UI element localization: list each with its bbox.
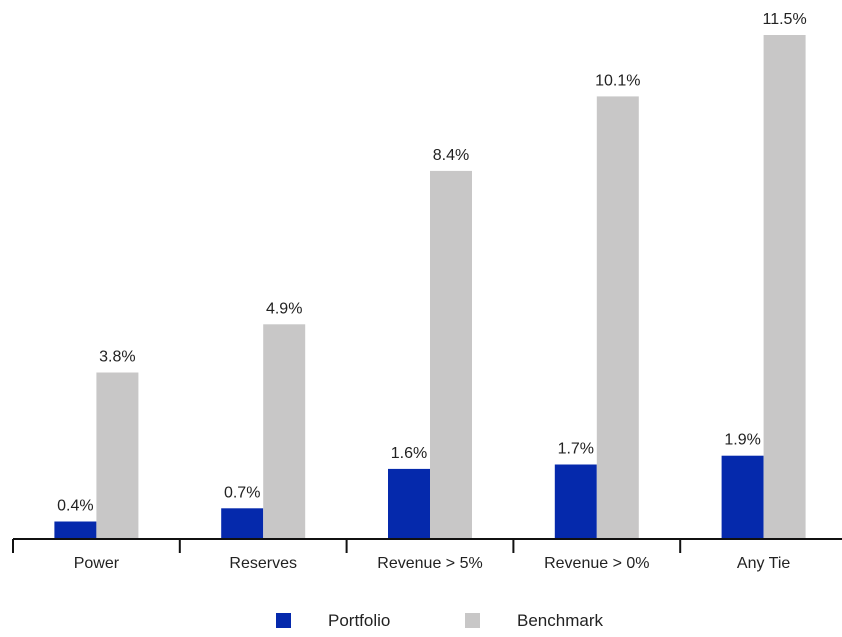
data-label-benchmark-any-tie: 11.5%	[763, 11, 807, 28]
x-axis: Power Reserves Revenue > 5% Revenue > 0% Any…	[12, 538, 842, 572]
bar-portfolio-any-tie	[721, 455, 764, 539]
data-labels-layer: 0.4% 3.8% 0.7% 4.9% 1.6% 8.4% 1.7% 10.1% 1.9% 11.…	[57, 11, 807, 515]
x-tick-label-power: Power	[74, 555, 120, 572]
bar-portfolio-revenue-5	[388, 468, 430, 539]
data-label-benchmark-reserves: 4.9%	[266, 300, 302, 317]
data-label-benchmark-power: 3.8%	[99, 349, 135, 366]
legend-swatch-portfolio	[276, 613, 291, 628]
x-tick-label-revenue-5: Revenue > 5%	[377, 555, 482, 572]
bar-benchmark-revenue-0	[596, 96, 639, 540]
bar-portfolio-reserves	[221, 508, 264, 539]
bars-layer	[54, 35, 806, 540]
x-tick-label-any-tie: Any Tie	[737, 555, 790, 572]
bar-benchmark-power	[96, 372, 139, 539]
data-label-benchmark-revenue-0: 10.1%	[595, 72, 640, 89]
data-label-benchmark-revenue-5: 8.4%	[433, 147, 469, 164]
data-label-portfolio-reserves: 0.7%	[224, 484, 260, 501]
data-label-portfolio-power: 0.4%	[57, 498, 93, 515]
bar-portfolio-power	[54, 521, 97, 539]
bar-benchmark-revenue-5	[430, 170, 472, 539]
data-label-portfolio-revenue-5: 1.6%	[391, 445, 427, 462]
legend-label-portfolio: Portfolio	[328, 611, 390, 630]
data-label-portfolio-any-tie: 1.9%	[724, 432, 760, 449]
data-label-portfolio-revenue-0: 1.7%	[558, 441, 594, 458]
legend-swatch-benchmark	[465, 613, 480, 628]
bar-benchmark-reserves	[263, 324, 306, 539]
bar-benchmark-any-tie	[763, 35, 806, 539]
legend-label-benchmark: Benchmark	[517, 611, 603, 630]
bar-portfolio-revenue-0	[554, 464, 597, 539]
legend: Portfolio Benchmark	[276, 611, 603, 630]
x-tick-label-reserves: Reserves	[229, 555, 297, 572]
x-tick-label-revenue-0: Revenue > 0%	[544, 555, 649, 572]
